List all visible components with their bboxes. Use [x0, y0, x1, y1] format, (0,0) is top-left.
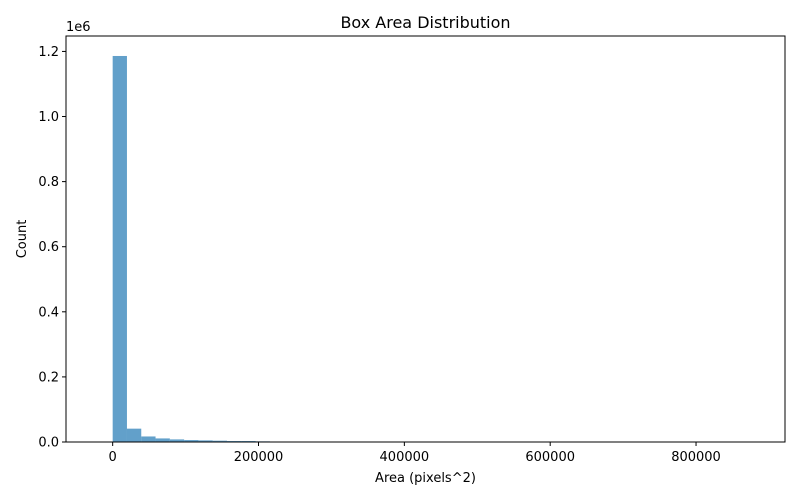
- histogram-bar-6: [198, 440, 213, 442]
- x-tick-label: 400000: [380, 450, 430, 465]
- histogram-bar-1: [126, 428, 142, 442]
- y-tick-label: 0.6: [38, 240, 59, 255]
- y-tick-label: 1.2: [38, 45, 59, 60]
- y-tick-label: 1.0: [38, 110, 59, 125]
- y-axis-title: Count: [15, 220, 30, 259]
- x-tick-label: 800000: [671, 450, 721, 465]
- histogram-bar-0: [112, 55, 127, 443]
- histogram-bar-7: [212, 440, 228, 442]
- histogram-bar-4: [169, 439, 185, 442]
- histogram-bar-3: [155, 438, 170, 442]
- y-tick-label: 0.4: [38, 305, 59, 320]
- x-tick-label: 200000: [234, 450, 284, 465]
- bars-group: [112, 55, 285, 443]
- histogram-bar-2: [141, 436, 156, 442]
- plot-frame: [65, 35, 786, 443]
- y-tick-label: 0.8: [38, 175, 59, 190]
- y-tick-label: 0.0: [38, 436, 59, 451]
- x-axis-title: Area (pixels^2): [375, 471, 476, 486]
- x-tick-label: 0: [109, 450, 117, 465]
- x-tick-label: 600000: [525, 450, 575, 465]
- y-axis-offset-label: 1e6: [66, 20, 91, 35]
- x-axis-ticks: 0 200000 400000 600000 800000: [109, 442, 721, 465]
- y-tick-label: 0.2: [38, 370, 59, 385]
- chart-title: Box Area Distribution: [340, 13, 510, 32]
- y-axis-ticks: 0.0 0.2 0.4 0.6 0.8 1.0 1.2: [38, 45, 66, 451]
- histogram-bar-5: [184, 440, 199, 442]
